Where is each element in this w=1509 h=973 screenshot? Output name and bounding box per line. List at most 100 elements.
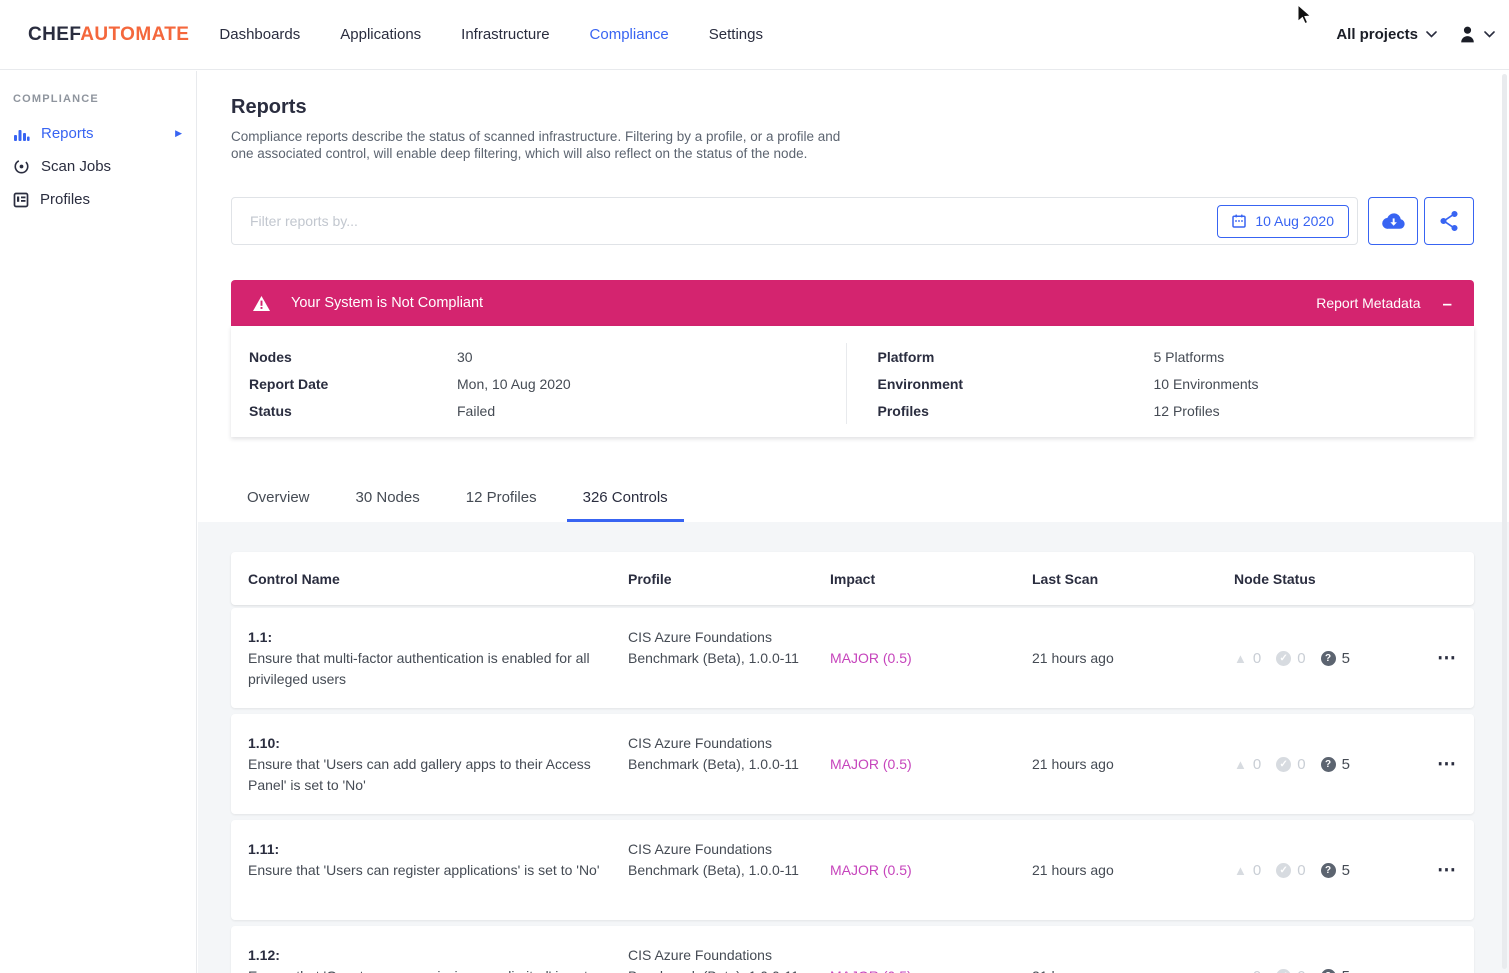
collapse-minus-icon[interactable]: –: [1442, 293, 1452, 313]
warning-triangle-icon: ▲: [1234, 650, 1247, 666]
control-description: Ensure that 'Guest users permissions are…: [248, 966, 608, 973]
sidebar-item-scan-jobs[interactable]: Scan Jobs: [0, 150, 196, 183]
nav-item-compliance[interactable]: Compliance: [589, 26, 669, 43]
filter-box: 10 Aug 2020: [231, 197, 1358, 245]
passed-count: 0: [1297, 861, 1306, 879]
profile-cell: CIS Azure Foundations Benchmark (Beta), …: [628, 841, 799, 878]
metadata-label: Report Date: [249, 375, 329, 392]
report-date-label: 10 Aug 2020: [1255, 213, 1334, 229]
controls-table-header: Control Name Profile Impact Last Scan No…: [231, 552, 1474, 605]
control-description: Ensure that 'Users can add gallery apps …: [248, 756, 591, 793]
download-report-button[interactable]: [1368, 197, 1418, 245]
skipped-status-group: ? 5: [1320, 861, 1350, 879]
main-content: Reports Compliance reports describe the …: [198, 70, 1509, 973]
top-nav-right: All projects: [1336, 24, 1495, 45]
report-date-picker-button[interactable]: 10 Aug 2020: [1217, 204, 1349, 238]
sidebar-item-label: Profiles: [40, 191, 91, 208]
control-id: 1.10:: [248, 735, 280, 751]
control-name-cell: 1.1: Ensure that multi-factor authentica…: [248, 608, 608, 690]
filter-toolbar: 10 Aug 2020: [231, 197, 1474, 245]
nav-item-infrastructure[interactable]: Infrastructure: [461, 26, 550, 43]
metadata-label: Environment: [877, 375, 964, 392]
sidebar-item-profiles[interactable]: Profiles: [0, 183, 196, 216]
skipped-count: 5: [1341, 755, 1350, 773]
radar-icon: [13, 158, 30, 175]
check-circle-icon: ✓: [1276, 756, 1292, 772]
metadata-row: Environment 10 Environments: [878, 370, 1475, 397]
question-circle-icon: ?: [1320, 756, 1336, 772]
skipped-status-group: ? 5: [1320, 968, 1350, 973]
row-menu-icon[interactable]: ⋯: [1437, 965, 1457, 973]
filter-reports-input[interactable]: [232, 213, 1218, 229]
page-title: Reports: [231, 96, 307, 118]
metadata-value: Mon, 10 Aug 2020: [457, 375, 571, 392]
skipped-count: 5: [1341, 649, 1350, 667]
question-circle-icon: ?: [1320, 650, 1336, 666]
column-header-control-name: Control Name: [248, 570, 340, 587]
vertical-scrollbar[interactable]: [1502, 74, 1507, 969]
control-description: Ensure that multi-factor authentication …: [248, 650, 590, 687]
controls-table-section: Control Name Profile Impact Last Scan No…: [198, 522, 1509, 973]
nav-item-applications[interactable]: Applications: [340, 26, 422, 43]
metadata-value: 10 Environments: [1153, 375, 1259, 392]
impact-badge: MAJOR (0.5): [830, 756, 912, 772]
metadata-label: Nodes: [249, 348, 292, 365]
node-status-cell: ▲ 0 ✓ 0 ? 5: [1234, 650, 1437, 667]
tab-profiles[interactable]: 12 Profiles: [465, 489, 537, 506]
report-metadata-panel: Nodes 30 Report Date Mon, 10 Aug 2020 St…: [231, 326, 1474, 437]
control-row[interactable]: 1.1: Ensure that multi-factor authentica…: [231, 608, 1474, 708]
impact-badge: MAJOR (0.5): [830, 650, 912, 666]
expand-right-icon[interactable]: ▶: [175, 128, 182, 138]
skipped-count: 5: [1341, 861, 1350, 879]
chef-automate-logo[interactable]: CHEFAUTOMATE: [28, 24, 189, 46]
report-metadata-toggle[interactable]: Report Metadata –: [1316, 295, 1452, 312]
sidebar-item-label: Reports: [41, 125, 94, 142]
last-scan-cell: 21 hours ago: [1032, 862, 1114, 878]
metadata-row: Nodes 30: [249, 343, 846, 370]
control-id: 1.11:: [248, 841, 280, 857]
control-row[interactable]: 1.11: Ensure that 'Users can register ap…: [231, 820, 1474, 920]
report-tabs: Overview 30 Nodes 12 Profiles 326 Contro…: [231, 479, 1474, 522]
metadata-value: 30: [457, 348, 473, 365]
controls-table-body: 1.1: Ensure that multi-factor authentica…: [231, 608, 1474, 973]
control-description: Ensure that 'Users can register applicat…: [248, 862, 600, 878]
passed-count: 0: [1297, 649, 1306, 667]
node-status-cell: ▲ 0 ✓ 0 ? 5: [1234, 756, 1437, 773]
check-circle-icon: ✓: [1276, 650, 1292, 666]
tab-overview[interactable]: Overview: [247, 489, 310, 506]
row-menu-icon[interactable]: ⋯: [1437, 859, 1457, 881]
failed-status-group: ▲ 0: [1234, 968, 1261, 973]
primary-nav: Dashboards Applications Infrastructure C…: [219, 26, 763, 43]
metadata-value: Failed: [457, 402, 496, 419]
row-menu-icon[interactable]: ⋯: [1437, 647, 1457, 669]
nav-item-settings[interactable]: Settings: [708, 26, 763, 43]
control-row[interactable]: 1.12: Ensure that 'Guest users permissio…: [231, 926, 1474, 973]
metadata-label: Platform: [877, 348, 935, 365]
bar-chart-icon: [13, 126, 30, 142]
check-circle-icon: ✓: [1276, 862, 1292, 878]
metadata-column-right: Platform 5 Platforms Environment 10 Envi…: [845, 343, 1475, 424]
failed-count: 0: [1253, 968, 1261, 973]
warning-triangle-icon: ▲: [1234, 862, 1247, 878]
metadata-row: Status Failed: [249, 397, 846, 424]
sidebar-item-reports[interactable]: Reports ▶: [0, 117, 196, 150]
tab-nodes[interactable]: 30 Nodes: [355, 489, 420, 506]
projects-filter-label: All projects: [1336, 26, 1418, 43]
share-icon: [1439, 210, 1459, 232]
projects-filter-dropdown[interactable]: All projects: [1336, 26, 1437, 43]
user-menu-dropdown[interactable]: [1457, 24, 1495, 45]
failed-status-group: ▲ 0: [1234, 756, 1261, 773]
nav-item-dashboards[interactable]: Dashboards: [219, 26, 301, 43]
control-row[interactable]: 1.10: Ensure that 'Users can add gallery…: [231, 714, 1474, 814]
share-report-button[interactable]: [1424, 197, 1474, 245]
column-header-profile: Profile: [628, 570, 672, 587]
metadata-row: Profiles 12 Profiles: [878, 397, 1475, 424]
impact-badge: MAJOR (0.5): [830, 862, 912, 878]
chevron-down-icon: [1484, 31, 1495, 38]
metadata-label: Status: [249, 402, 292, 419]
passed-count: 0: [1297, 755, 1306, 773]
banner-message: Your System is Not Compliant: [291, 295, 484, 311]
tab-controls[interactable]: 326 Controls: [566, 479, 684, 522]
question-circle-icon: ?: [1320, 968, 1336, 973]
row-menu-icon[interactable]: ⋯: [1437, 753, 1457, 775]
